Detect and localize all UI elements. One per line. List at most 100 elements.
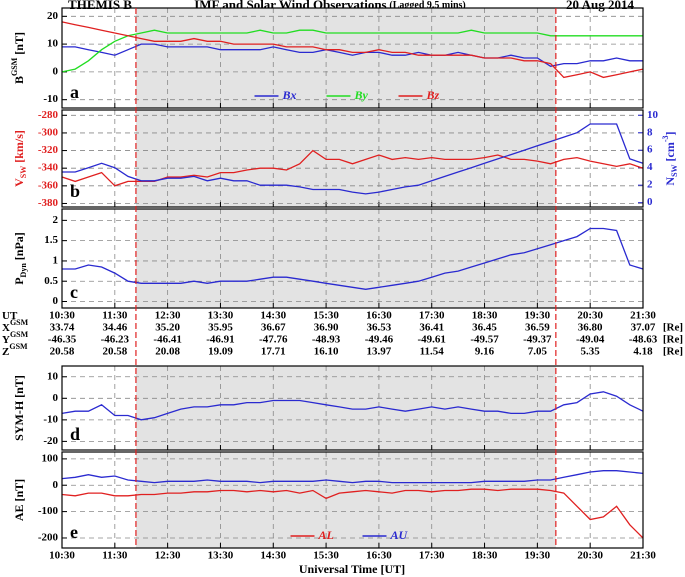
orbit-row-label-part: Y xyxy=(2,334,10,346)
y-axis-label: BGSM [nT] xyxy=(10,32,25,84)
orbit-cell: -49.61 xyxy=(418,334,446,346)
x-tick-label: 14:30 xyxy=(260,550,286,562)
y2-tick-label: 4 xyxy=(647,161,653,173)
y-tick-label: 20 xyxy=(47,10,59,22)
orbit-cell: 10:30 xyxy=(49,310,75,322)
x-tick-label: 20:30 xyxy=(577,550,603,562)
orbit-row-label: YGSM xyxy=(2,330,29,345)
orbit-cell: 36.45 xyxy=(472,322,497,334)
y-axis-label: PDyn [nPa] xyxy=(12,232,29,285)
orbit-row-label-part: GSM xyxy=(10,330,29,339)
legend-label: Bz xyxy=(426,88,440,102)
orbit-row-label: ZGSM xyxy=(2,342,28,357)
orbit-cell: 36.90 xyxy=(314,322,339,334)
orbit-cell: 17:30 xyxy=(419,310,445,322)
legend-label: Bx xyxy=(282,88,297,102)
y-tick-label: 0 xyxy=(53,392,59,404)
y-axis-label-part: GSM xyxy=(10,57,19,76)
y-tick-label: -100 xyxy=(38,505,59,517)
y2-tick-label: 2 xyxy=(647,179,653,191)
panel-frame xyxy=(61,7,644,109)
orbit-cell: -47.76 xyxy=(259,334,288,346)
orbit-cell: 20.08 xyxy=(155,346,180,358)
series-line xyxy=(61,29,643,73)
orbit-cell: 35.20 xyxy=(155,322,180,334)
legend-label: AL xyxy=(318,528,334,542)
y-axis-label-part: [nT] xyxy=(12,32,26,58)
orbit-cell: 12:30 xyxy=(155,310,181,322)
panel-letter: a xyxy=(70,82,79,102)
panel-letter: b xyxy=(70,181,80,201)
y-tick-label: 1 xyxy=(53,254,59,266)
y-axis-label-part: SYM-H [nT] xyxy=(12,375,26,441)
x-tick-label: 12:30 xyxy=(155,550,181,562)
orbit-cell: 13:30 xyxy=(208,310,234,322)
y-tick-label: -360 xyxy=(38,179,59,191)
y-axis-label-part: [km/s] xyxy=(12,130,26,166)
orbit-cell: 14:30 xyxy=(260,310,286,322)
orbit-row-label: UT xyxy=(2,310,18,322)
orbit-cell: -48.93 xyxy=(312,334,341,346)
x-tick-label: 11:30 xyxy=(102,550,128,562)
x-tick-label: 18:30 xyxy=(472,550,498,562)
y-axis-label-part: Dyn xyxy=(19,263,28,278)
shaded-interval xyxy=(135,110,556,207)
y-axis-label: VSW [km/s] xyxy=(12,130,29,187)
y-tick-label: 1.5 xyxy=(44,234,58,246)
spacecraft: THEMIS B xyxy=(68,0,132,12)
orbit-cell: 33.74 xyxy=(50,322,75,334)
series-line xyxy=(62,123,644,195)
shaded-interval xyxy=(135,452,556,548)
orbit-cell: 36.41 xyxy=(419,322,444,334)
x-tick-label: 19:30 xyxy=(525,550,551,562)
panel-frame xyxy=(61,109,644,208)
orbit-cell: -46.23 xyxy=(101,334,130,346)
series-line xyxy=(61,488,644,539)
series-line xyxy=(61,391,644,421)
orbit-cell: 16:30 xyxy=(366,310,392,322)
panel-frame xyxy=(61,451,644,549)
orbit-cell: -48.63 xyxy=(629,334,658,346)
y-tick-label: 10 xyxy=(47,370,59,382)
orbit-cell: 11:30 xyxy=(102,310,128,322)
y-tick-label: -10 xyxy=(43,93,58,105)
y2-axis-label-part: [cm xyxy=(663,142,677,164)
series-line xyxy=(61,470,644,484)
y-axis-label-part: P xyxy=(12,277,26,284)
y-axis-label: AE [nT] xyxy=(12,479,26,521)
title: IMF and Solar Wind Observations xyxy=(194,0,386,12)
orbit-cell: -46.91 xyxy=(206,334,234,346)
y-tick-label: 100 xyxy=(42,452,59,464)
legend-label: AU xyxy=(390,528,409,542)
x-axis-label: Universal Time [UT] xyxy=(299,562,405,576)
orbit-cell: 36.59 xyxy=(525,322,550,334)
orbit-row-label: XGSM xyxy=(2,318,29,333)
y2-axis-label-part: -3 xyxy=(661,135,670,142)
panel-letter: d xyxy=(70,424,80,444)
panel-frame xyxy=(61,365,644,451)
orbit-cell: 20:30 xyxy=(577,310,603,322)
orbit-cell: 18:30 xyxy=(472,310,498,322)
legend-label: By xyxy=(354,88,369,102)
y-axis-label-part: [nPa] xyxy=(12,232,26,263)
orbit-row-label-part: UT xyxy=(2,310,18,322)
orbit-cell: 36.53 xyxy=(367,322,392,334)
orbit-row-label-part: X xyxy=(2,322,10,334)
orbit-cell: 15:30 xyxy=(313,310,339,322)
y-axis-label-part: B xyxy=(12,76,26,84)
x-tick-label: 16:30 xyxy=(366,550,392,562)
orbit-cell: 16.10 xyxy=(314,346,339,358)
orbit-cell: 4.18 xyxy=(633,346,653,358)
y-tick-label: -380 xyxy=(38,197,59,209)
orbit-cell: -46.35 xyxy=(48,334,77,346)
orbit-row-label-part: GSM xyxy=(9,342,28,351)
y-axis-label-part: V xyxy=(12,178,26,187)
y-tick-label: -10 xyxy=(43,413,58,425)
panel-frame xyxy=(61,208,644,309)
y-tick-label: 0 xyxy=(53,479,59,491)
orbit-cell: 36.67 xyxy=(261,322,286,334)
panel-letter: c xyxy=(70,282,78,302)
orbit-cell: 5.35 xyxy=(581,346,601,358)
orbit-cell: -49.46 xyxy=(365,334,394,346)
